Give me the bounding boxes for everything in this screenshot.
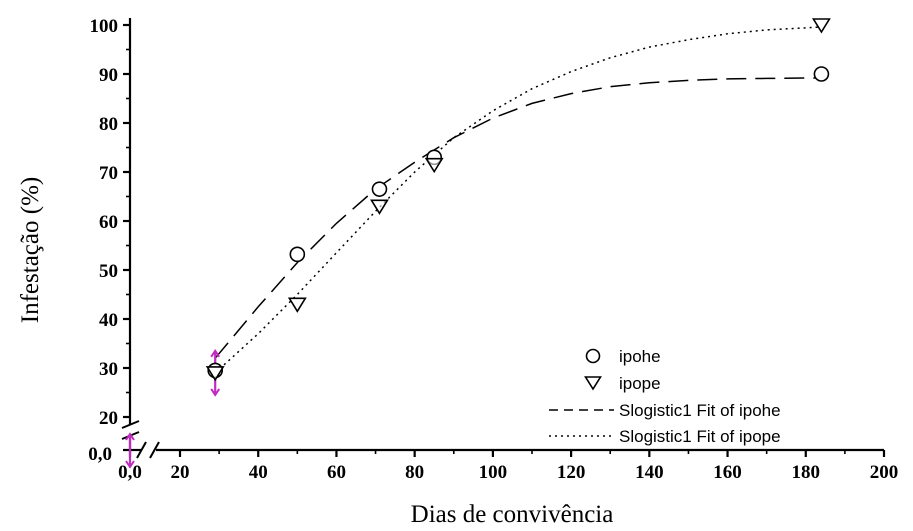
x-tick-label: 40 xyxy=(249,462,268,483)
fit-curves xyxy=(214,26,822,374)
y-axis-break-mark xyxy=(121,420,140,429)
y-tick-label: 40 xyxy=(99,310,118,331)
x-axis-break-mark xyxy=(136,441,147,459)
ipohe-point xyxy=(289,246,306,263)
legend: ipohe ipope Slogistic1 Fit of ipohe Slog… xyxy=(549,347,781,446)
y-tick-label: 60 xyxy=(99,212,118,233)
y-tick-label: 80 xyxy=(99,114,118,135)
data-markers xyxy=(205,18,831,382)
x-tick-label: 60 xyxy=(327,462,346,483)
legend-circle-icon xyxy=(585,348,601,364)
fit-curve-ipohe xyxy=(214,77,822,359)
axes xyxy=(121,18,884,459)
ipope-point xyxy=(287,297,307,313)
ipope-point xyxy=(205,366,225,382)
ipohe-point xyxy=(813,66,830,82)
x-ticks: 20 40 60 80 100 120 140 160 180 200 xyxy=(171,450,899,483)
error-bar-cap-bottom xyxy=(210,388,221,397)
x-tick-label: 100 xyxy=(479,462,508,483)
x-tick-label: 20 xyxy=(171,462,190,483)
error-bar-cap-top xyxy=(210,349,221,358)
y-ticks: 20 30 40 50 60 70 80 90 100 xyxy=(90,16,130,429)
x-tick-label: 200 xyxy=(870,462,899,483)
x-tick-label: 160 xyxy=(713,462,742,483)
x-tick-label: 120 xyxy=(557,462,586,483)
x-tick-label: 180 xyxy=(792,462,821,483)
legend-triangle-icon xyxy=(584,376,602,391)
legend-label-ipope: ipope xyxy=(619,374,661,393)
y-tick-label: 50 xyxy=(99,261,118,282)
legend-label-fit-ipope: Slogistic1 Fit of ipope xyxy=(619,427,781,446)
ipope-point xyxy=(424,157,444,174)
y-tick-label: 30 xyxy=(99,359,118,380)
y-tick-label: 20 xyxy=(99,408,118,429)
x-tick-label: 80 xyxy=(405,462,424,483)
legend-item-fit-ipope: Slogistic1 Fit of ipope xyxy=(549,427,781,446)
legend-item-ipohe: ipohe xyxy=(585,347,661,366)
legend-item-fit-ipohe: Slogistic1 Fit of ipohe xyxy=(549,401,781,420)
y-tick-label: 70 xyxy=(99,163,118,184)
error-bar-cap-top xyxy=(125,432,135,441)
x-axis-title: Dias de convivência xyxy=(411,501,614,528)
ipohe-point xyxy=(371,181,388,197)
ipope-point xyxy=(370,199,389,215)
legend-label-ipohe: ipohe xyxy=(619,347,661,366)
y-axis-title: Infestação (%) xyxy=(17,177,44,323)
legend-item-ipope: ipope xyxy=(584,374,661,393)
x-origin-label: 0,0 xyxy=(118,462,142,483)
y-origin-label: 0,0 xyxy=(88,444,112,465)
x-axis-break-mark xyxy=(149,441,160,459)
y-tick-label: 90 xyxy=(99,65,118,86)
error-bar-cap-bottom xyxy=(125,460,135,469)
y-tick-label: 100 xyxy=(90,16,119,37)
x-tick-label: 140 xyxy=(635,462,664,483)
legend-label-fit-ipohe: Slogistic1 Fit of ipohe xyxy=(619,401,781,420)
ipope-point xyxy=(811,18,831,34)
